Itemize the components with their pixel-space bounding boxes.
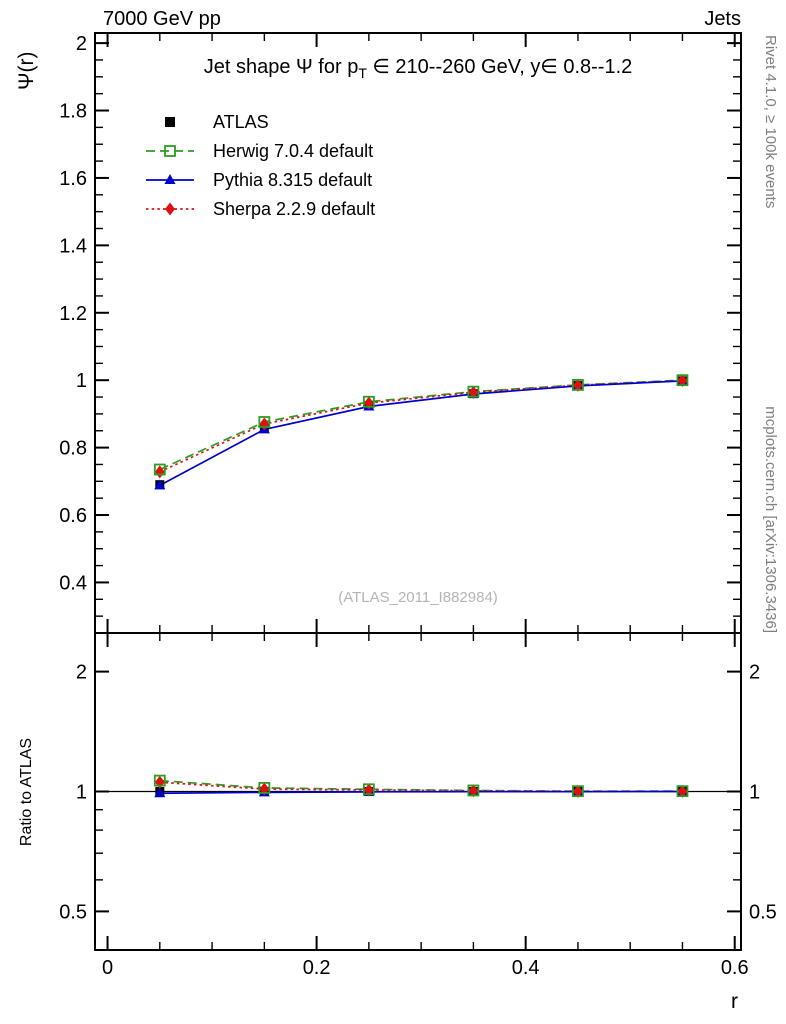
legend-label: ATLAS (213, 112, 269, 132)
legend-marker-triangle (164, 174, 176, 184)
legend-item: ATLAS (165, 112, 269, 132)
svg-text:0.2: 0.2 (303, 957, 331, 979)
svg-text:1.6: 1.6 (59, 168, 87, 190)
legend-label: Pythia 8.315 default (213, 170, 372, 190)
chart-layer: 0 0.2 0.4 0.6 0.4 0.6 0.8 1 1.2 1.4 1.6 1.8 2 0.5 0.5 1… (59, 32, 777, 979)
svg-text:0.5: 0.5 (59, 901, 87, 923)
svg-text:2: 2 (76, 662, 87, 684)
mcplots-credit-label: mcplots.cern.ch [arXiv:1306.3436] (762, 406, 779, 633)
legend-item: Pythia 8.315 default (146, 170, 372, 190)
svg-text:1.2: 1.2 (59, 303, 87, 325)
y-axis-title: Ψ(r) (15, 51, 38, 90)
svg-text:1.4: 1.4 (59, 235, 87, 257)
process-group-label: Jets (704, 8, 741, 30)
legend: ATLAS Herwig 7.0.4 default Pythia 8.315 de… (146, 112, 375, 219)
svg-text:1: 1 (76, 370, 87, 392)
plot-title-text: Jet shape Ψ for pT ∈ 210--260 GeV, y∈ 0.… (204, 56, 633, 81)
x-axis-title: r (731, 990, 738, 1013)
ratio-y-axis-title: Ratio to ATLAS (18, 738, 35, 846)
svg-text:0.6: 0.6 (59, 505, 87, 527)
plot-title: Jet shape Ψ for pT ∈ 210--260 GeV, y∈ 0.… (204, 56, 633, 81)
svg-text:1: 1 (749, 782, 760, 804)
svg-text:0.8: 0.8 (59, 438, 87, 460)
analysis-id-watermark: (ATLAS_2011_I882984) (338, 589, 498, 606)
svg-text:0.4: 0.4 (59, 572, 87, 594)
legend-marker-square (165, 117, 175, 127)
svg-text:2: 2 (76, 33, 87, 55)
axis-ticks (95, 33, 741, 951)
legend-item: Sherpa 2.2.9 default (146, 199, 375, 219)
series-markers (153, 374, 689, 798)
legend-item: Herwig 7.0.4 default (146, 141, 373, 161)
svg-text:1: 1 (76, 782, 87, 804)
series-lines (159, 379, 683, 795)
svg-text:0.4: 0.4 (512, 957, 540, 979)
legend-label: Herwig 7.0.4 default (213, 141, 373, 161)
legend-label: Sherpa 2.2.9 default (213, 199, 375, 219)
panel-frames (94, 32, 742, 951)
legend-marker-square (164, 145, 176, 157)
beam-energy-label: 7000 GeV pp (103, 8, 221, 30)
svg-text:0.5: 0.5 (749, 901, 777, 923)
legend-marker-diamond (165, 202, 175, 216)
axis-tick-labels: 0 0.2 0.4 0.6 0.4 0.6 0.8 1 1.2 1.4 1.6 1.8 2 0.5 0.5 1… (59, 33, 777, 979)
rivet-version-label: Rivet 4.1.0, ≥ 100k events (762, 35, 779, 208)
svg-text:2: 2 (749, 662, 760, 684)
svg-text:0.6: 0.6 (721, 957, 749, 979)
svg-text:1.8: 1.8 (59, 101, 87, 123)
svg-text:0: 0 (102, 957, 113, 979)
